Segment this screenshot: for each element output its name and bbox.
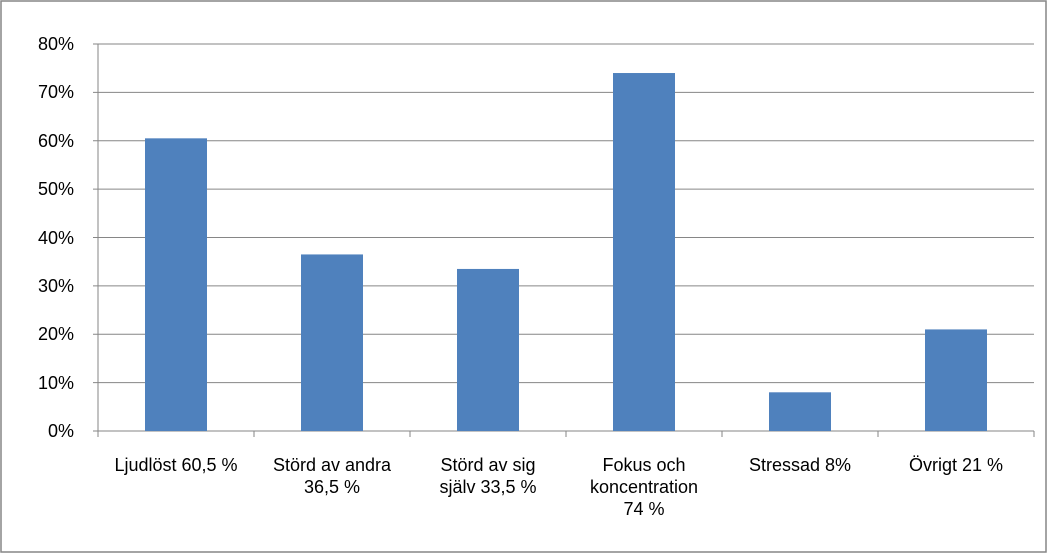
x-tick-label: Övrigt 21 % <box>908 455 1004 475</box>
x-tick-label: Störd av andra 36,5 % <box>272 455 392 497</box>
x-tick-label: Stressad 8% <box>748 455 852 475</box>
y-tick-label: 30% <box>37 275 74 296</box>
bar <box>145 138 207 432</box>
y-tick-label: 70% <box>37 82 74 103</box>
y-tick-label: 50% <box>37 179 74 200</box>
y-tick-label: 60% <box>37 130 74 151</box>
y-tick-label: 10% <box>37 372 74 393</box>
bar <box>925 329 987 431</box>
x-tick-label: Ljudlöst 60,5 % <box>114 455 238 475</box>
x-tick-label: Störd av sig själv 33,5 % <box>439 455 537 497</box>
y-tick-label: 80% <box>37 34 74 54</box>
bar <box>769 392 831 431</box>
x-tick-label: Fokus och koncentration 74 % <box>589 455 699 519</box>
bar <box>457 268 519 431</box>
y-tick-label: 40% <box>37 227 74 248</box>
y-tick-label: 0% <box>47 421 74 441</box>
y-tick-label: 20% <box>37 324 74 345</box>
bar <box>613 73 675 432</box>
bar <box>301 254 363 431</box>
